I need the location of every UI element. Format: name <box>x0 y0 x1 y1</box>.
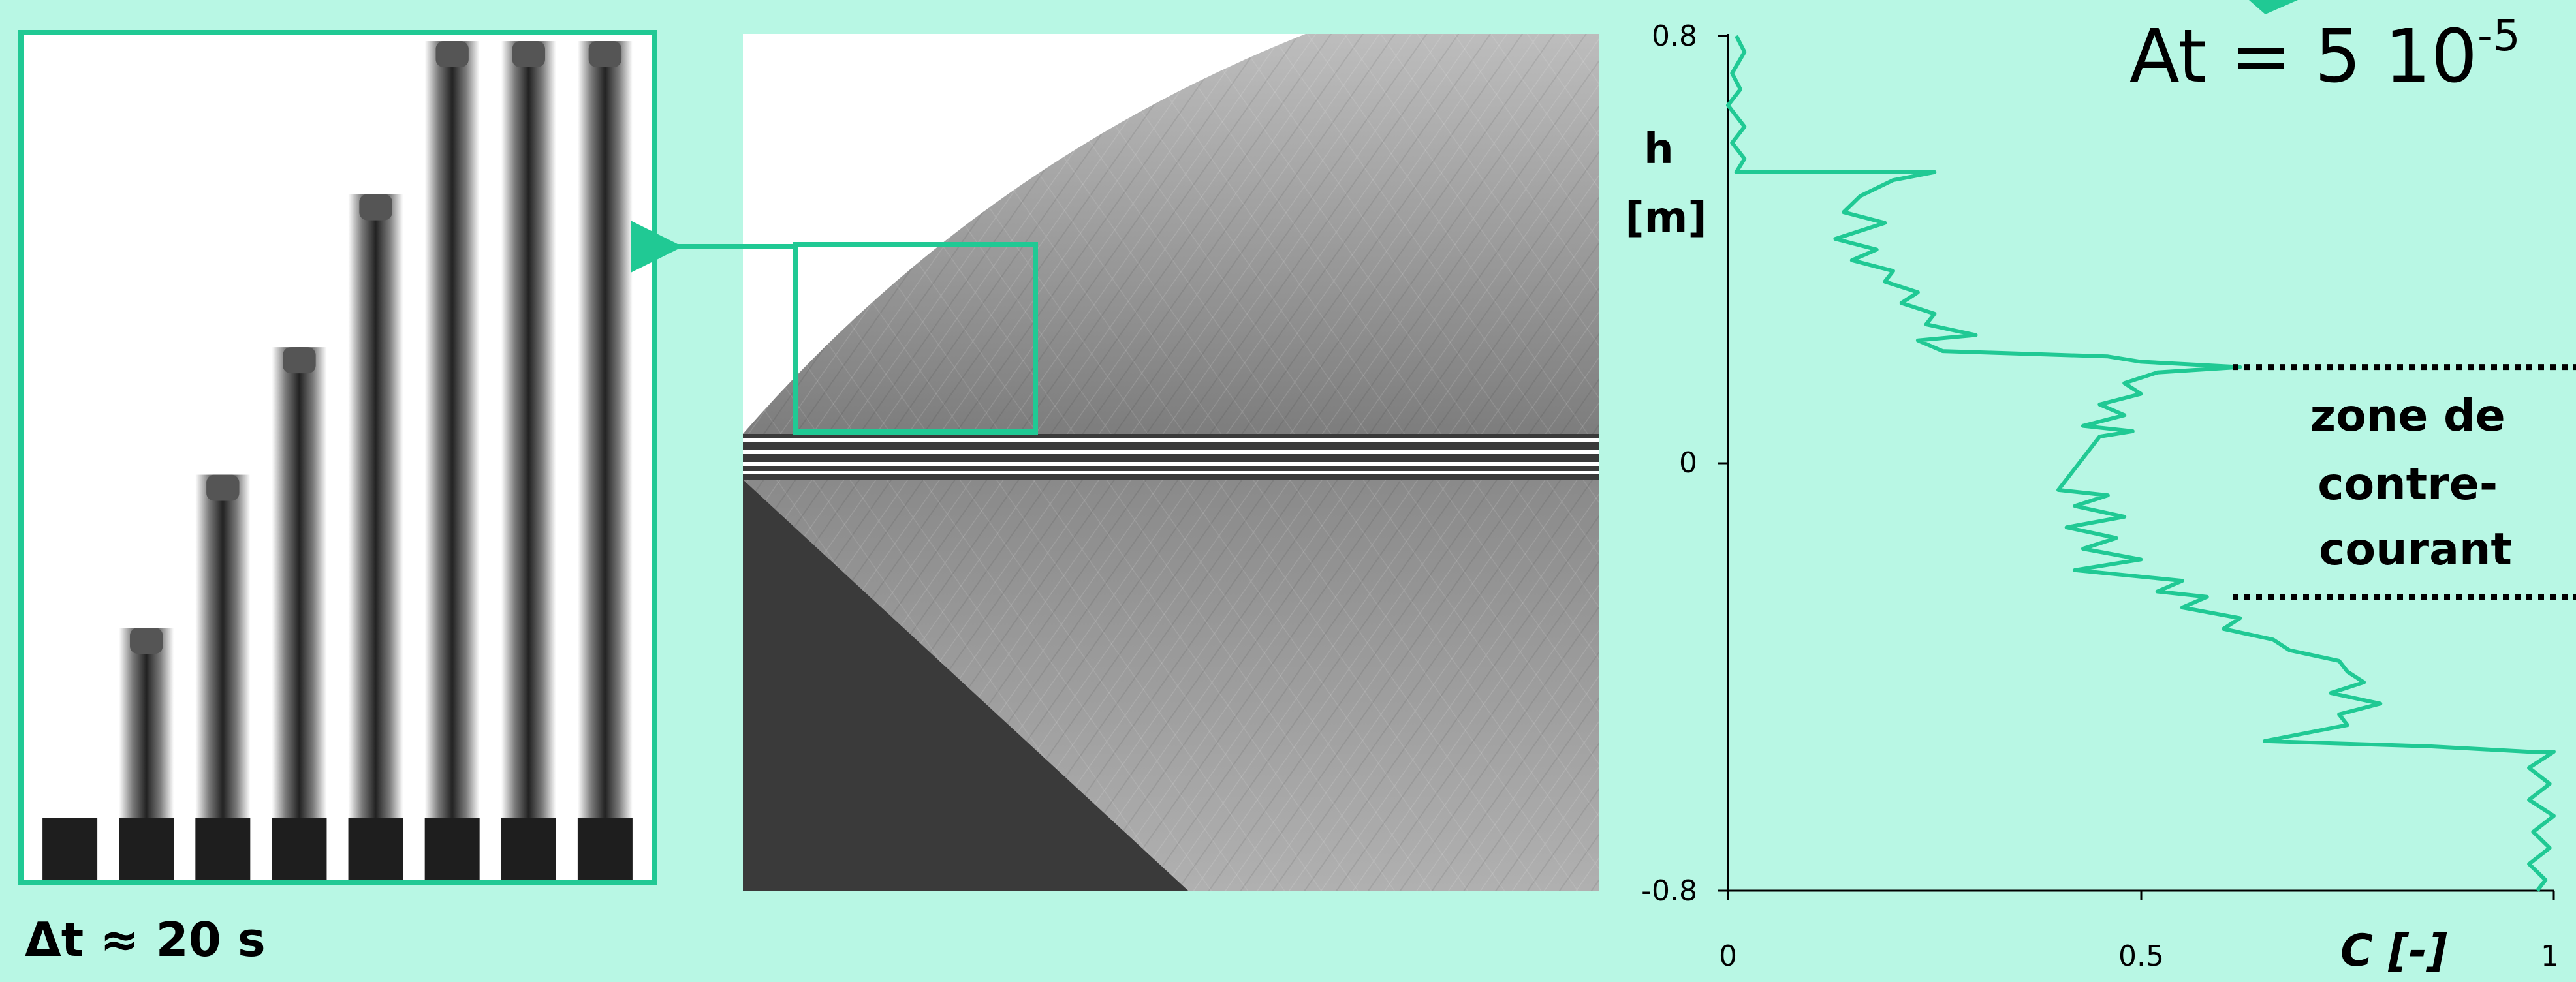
profile-strip-base <box>501 818 556 883</box>
profile-sequence-panel <box>18 30 657 885</box>
x-tick-label-0: 0 <box>1719 940 1737 973</box>
x-tick-label-05: 0.5 <box>2118 940 2164 973</box>
concentration-profile-line <box>1726 35 2556 892</box>
profile-strip <box>272 347 327 883</box>
y-axis-label-unit: [m] <box>1625 194 1706 242</box>
spacetime-diagram <box>743 34 1599 891</box>
y-tick-label-bottom: -0.8 <box>1641 874 1697 908</box>
concentration-chart: 0.8 0 -0.8 0 0.5 1 h [m] C [-] zone de c… <box>1625 0 2576 977</box>
profile-strip-tip <box>435 41 469 68</box>
x-axis-label: C [-] <box>2340 925 2447 977</box>
profile-strip-base <box>348 818 403 883</box>
profile-strip <box>577 41 633 883</box>
counter-current-annotation: zone de contre- courant <box>2310 390 2521 575</box>
diagram-lower-streaks-b <box>743 480 1599 891</box>
profile-strip-tip <box>512 41 545 68</box>
profile-strip <box>501 41 556 883</box>
profile-strip-tip <box>588 41 622 68</box>
annotation-line-3: courant <box>2319 524 2512 575</box>
y-axis-label-h: h <box>1644 125 1674 174</box>
y-axis-label: h [m] <box>1625 125 1706 242</box>
y-tick-label-top: 0.8 <box>1652 20 1697 53</box>
profile-strip-base <box>577 818 633 883</box>
profile-panel-background <box>21 33 654 883</box>
annotation-line-1: zone de <box>2310 390 2505 442</box>
profile-strip-base <box>424 818 480 883</box>
diagram-interface-line-1 <box>743 438 1599 442</box>
chart-title: At = 5 10-5 <box>2129 10 2521 99</box>
title-pointer-arrow <box>2249 0 2298 14</box>
profile-strip-base <box>195 818 251 883</box>
profile-strip-tip <box>359 194 392 221</box>
profile-strip-base <box>119 818 174 883</box>
annotation-line-2: contre- <box>2317 459 2498 510</box>
zoom-region-box <box>793 242 1038 435</box>
diagram-interface-line-3 <box>743 462 1599 466</box>
profile-strips <box>42 41 633 883</box>
profile-strip-base <box>42 818 98 883</box>
y-tick-label-mid: 0 <box>1679 446 1697 480</box>
profile-panel-frame <box>18 30 657 885</box>
profile-strip-base <box>272 818 327 883</box>
diagram-interface-line-2 <box>743 450 1599 454</box>
profile-strip <box>195 474 251 883</box>
profile-strip <box>424 41 480 883</box>
diagram-interface-line-4 <box>743 471 1599 474</box>
profile-strip-tip <box>283 347 316 374</box>
time-step-caption: Δt ≈ 20 s <box>25 912 266 967</box>
x-tick-label-1: 1 <box>2541 940 2559 973</box>
profile-strip-tip <box>130 628 163 654</box>
diagram-upper-streaks-b <box>743 34 1599 434</box>
profile-strip-tip <box>206 474 240 501</box>
profile-strip <box>348 194 403 883</box>
